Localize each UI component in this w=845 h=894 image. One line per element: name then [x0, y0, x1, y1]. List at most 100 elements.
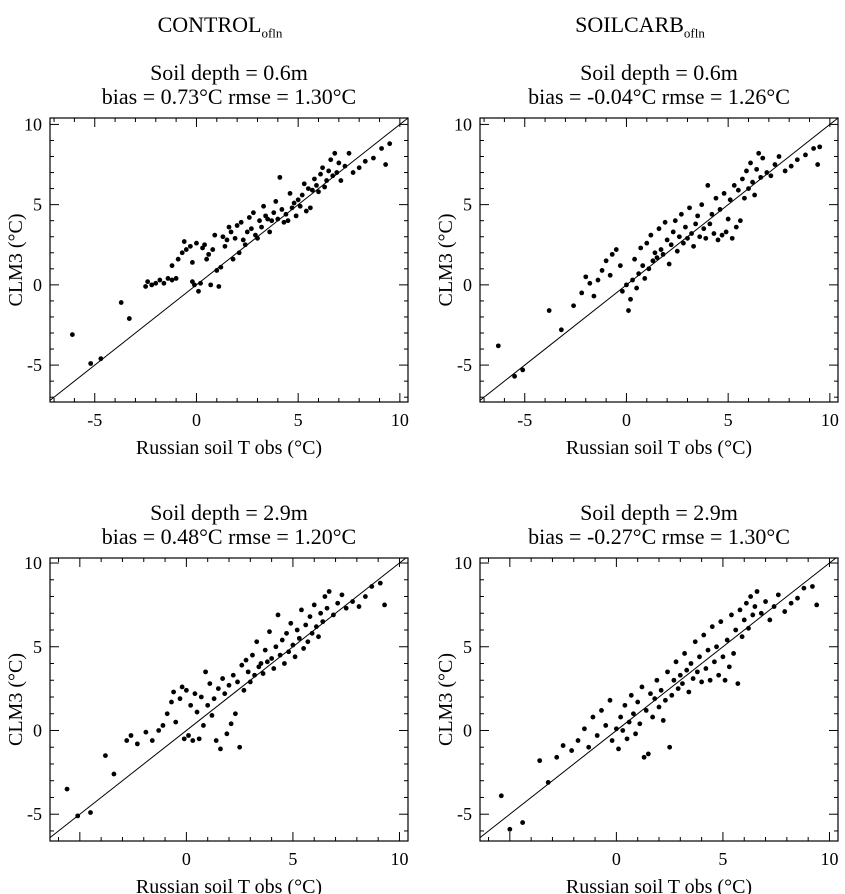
scatter-point	[283, 211, 289, 217]
scatter-point	[192, 691, 198, 697]
panel-title: Soil depth = 2.9m	[150, 500, 308, 525]
scatter-point	[672, 218, 678, 224]
scatter-point	[218, 746, 223, 752]
scatter-point	[297, 203, 303, 209]
scatter-point	[134, 741, 140, 747]
scatter-point	[703, 666, 709, 671]
scatter-point	[644, 240, 650, 246]
plot-frame	[49, 117, 409, 403]
scatter-point	[156, 728, 162, 733]
scatter-point	[697, 234, 703, 240]
scatter-point	[722, 677, 728, 683]
scatter-point	[290, 642, 296, 648]
y-tick-label: -5	[27, 355, 42, 375]
scatter-point	[205, 702, 211, 708]
scatter-point	[677, 672, 683, 678]
scatter-point	[537, 758, 543, 764]
scatter-point	[252, 672, 257, 678]
scatter-point	[648, 232, 654, 238]
plot-frame	[479, 117, 839, 403]
scatter-point	[124, 738, 130, 743]
panel-subtitle: bias = 0.73°C rmse = 1.30°C	[102, 84, 356, 109]
scatter-point	[210, 247, 216, 252]
scatter-point	[320, 619, 326, 625]
scatter-point	[161, 280, 167, 286]
scatter-point	[815, 162, 821, 167]
scatter-point	[750, 179, 755, 185]
y-tick-label: 0	[463, 720, 472, 740]
scatter-point	[157, 277, 163, 283]
scatter-point	[520, 367, 526, 373]
scatter-point	[721, 191, 727, 196]
scatter-point	[571, 303, 576, 309]
scatter-point	[356, 604, 362, 609]
scatter-point	[143, 284, 149, 289]
scatter-point	[277, 174, 283, 180]
scatter-point	[748, 160, 753, 166]
scatter-point	[640, 263, 646, 269]
scatter-point	[269, 218, 275, 224]
scatter-point	[271, 666, 277, 671]
one-to-one-line	[49, 117, 409, 401]
scatter-point	[228, 721, 234, 727]
scatter-point	[326, 589, 332, 594]
scatter-point	[282, 661, 287, 666]
y-axis-label: CLM3 (°C)	[5, 653, 27, 746]
plot-frame	[479, 557, 839, 842]
scatter-point	[731, 182, 737, 188]
scatter-point	[288, 620, 294, 626]
one-to-one-line	[479, 557, 837, 839]
scatter-point	[285, 218, 291, 224]
scatter-point	[303, 622, 309, 628]
scatter-point	[662, 697, 668, 703]
scatter-point	[343, 605, 349, 611]
scatter-point	[179, 684, 185, 690]
scatter-point	[795, 595, 800, 601]
scatter-point	[312, 176, 317, 182]
x-axis-label: Russian soil T obs (°C)	[566, 876, 752, 894]
scatter-point	[267, 229, 273, 235]
scatter-point	[742, 195, 747, 201]
scatter-point	[643, 707, 649, 713]
scatter-point	[324, 178, 330, 183]
scatter-point	[754, 166, 760, 172]
scatter-point	[656, 704, 662, 710]
column-header-soilcarb: SOILCARBofln	[480, 12, 800, 41]
scatter-point	[196, 288, 201, 294]
scatter-point	[607, 272, 613, 278]
scatter-point	[371, 155, 376, 161]
scatter-point	[646, 266, 652, 272]
scatter-point	[338, 178, 344, 183]
scatter-point	[369, 584, 375, 589]
y-tick-label: 0	[463, 275, 472, 295]
scatter-point	[683, 224, 688, 230]
x-tick-label: 0	[612, 849, 621, 869]
scatter-point	[264, 659, 270, 665]
column-header-sub: ofln	[261, 25, 283, 41]
scatter-point	[512, 373, 517, 379]
scatter-point	[756, 150, 762, 156]
scatter-point	[637, 721, 643, 727]
y-tick-label: 0	[33, 275, 42, 295]
scatter-point	[715, 237, 721, 243]
scatter-point	[226, 224, 232, 230]
scatter-point	[192, 282, 197, 288]
scatter-point	[318, 610, 324, 616]
scatter-point	[719, 232, 725, 238]
scatter-point	[586, 744, 592, 750]
scatter-point	[226, 682, 232, 688]
scatter-point	[88, 361, 94, 366]
scatter-point	[235, 679, 240, 685]
one-to-one-line	[49, 557, 407, 839]
scatter-point	[697, 654, 702, 660]
scatter-point	[763, 599, 768, 604]
scatter-point	[645, 751, 651, 757]
scatter-point	[287, 191, 293, 196]
scatter-point	[681, 240, 686, 246]
scatter-point	[316, 189, 321, 195]
scatter-point	[775, 592, 781, 598]
scatter-point	[667, 744, 673, 750]
scatter-point	[520, 820, 526, 825]
